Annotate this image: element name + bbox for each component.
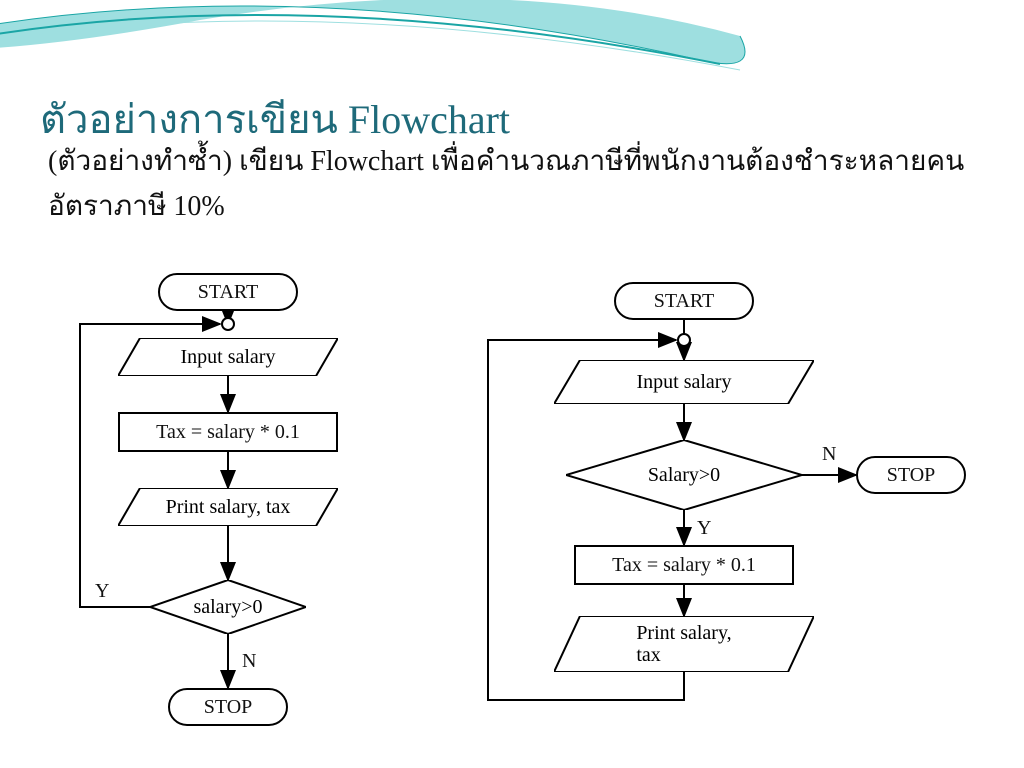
flow-decision-cond: salary>0 <box>150 580 306 634</box>
flow-io-print: Print salary, tax <box>118 488 338 526</box>
edge-label: N <box>822 443 836 466</box>
flow-terminator-stop: STOP <box>856 456 966 494</box>
flow-process-calc: Tax = salary * 0.1 <box>574 545 794 585</box>
edge-label: Y <box>95 580 109 603</box>
flow-terminator-start: START <box>158 273 298 311</box>
flow-terminator-start: START <box>614 282 754 320</box>
slide-root: ตัวอย่างการเขียน Flowchart (ตัวอย่างทำซ้… <box>0 0 1024 768</box>
connector-circle <box>678 334 690 346</box>
flow-terminator-stop: STOP <box>168 688 288 726</box>
flow-process-calc: Tax = salary * 0.1 <box>118 412 338 452</box>
arrows-layer <box>0 0 1024 768</box>
flow-decision-cond: Salary>0 <box>566 440 802 510</box>
edge-label: N <box>242 650 256 673</box>
edge-label: Y <box>697 517 711 540</box>
flow-io-input: Input salary <box>118 338 338 376</box>
flow-io-print: Print salary, tax <box>554 616 814 672</box>
connector-circle <box>222 318 234 330</box>
flow-io-input: Input salary <box>554 360 814 404</box>
